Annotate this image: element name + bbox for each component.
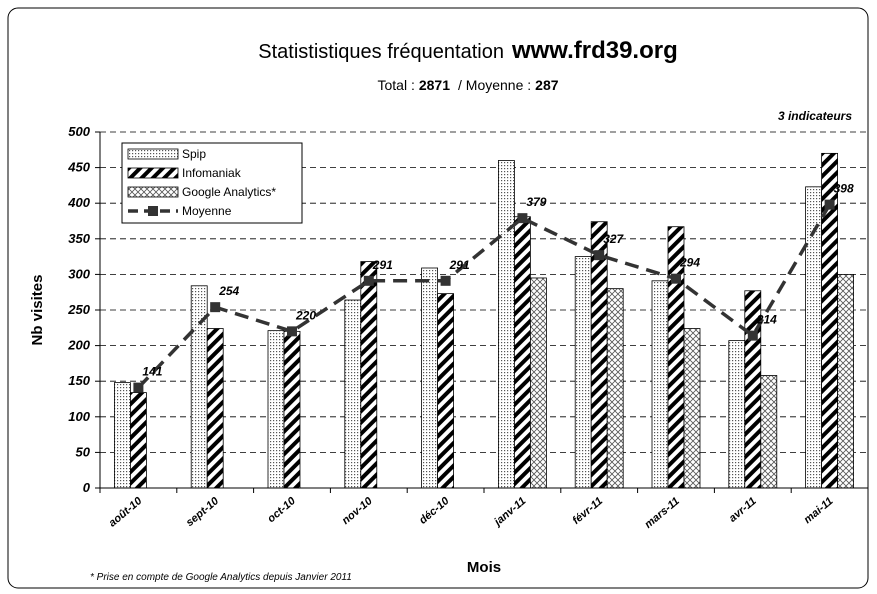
annotation: 3 indicateurs (778, 109, 852, 123)
legend-label: Moyenne (182, 204, 232, 218)
bar (590, 221, 608, 489)
bar (837, 273, 854, 489)
y-tick-label: 350 (68, 231, 90, 246)
title-text: Statististiques fréquentation (258, 41, 504, 63)
y-tick-label: 450 (67, 160, 90, 175)
chart-title: Statististiques fréquentation www.frd39.o… (258, 37, 678, 64)
subtitle-avg-label: / Moyenne : (458, 77, 531, 93)
data-label: 214 (756, 313, 777, 327)
data-label: 291 (449, 258, 470, 272)
bar (606, 288, 624, 489)
bar (728, 340, 746, 489)
y-tick-label: 150 (68, 373, 90, 388)
data-label: 220 (295, 308, 316, 322)
data-label: 291 (372, 258, 393, 272)
subtitle-avg: 287 (535, 77, 559, 93)
data-label: 327 (603, 232, 624, 246)
footnote: * Prise en compte de Google Analytics de… (90, 572, 352, 583)
data-label: 379 (526, 195, 546, 209)
data-label: 398 (834, 182, 854, 196)
marker (517, 213, 528, 224)
legend-swatch (127, 186, 179, 198)
marker (363, 275, 374, 286)
legend-swatch (148, 206, 158, 216)
bar (497, 160, 515, 489)
bar (437, 293, 455, 489)
legend-swatch (127, 148, 179, 160)
bar (530, 277, 547, 489)
marker (210, 302, 221, 313)
marker (747, 330, 758, 341)
y-tick-label: 400 (67, 195, 90, 210)
data-label: 254 (218, 284, 239, 298)
y-tick-label: 0 (83, 480, 91, 495)
y-tick-label: 200 (67, 338, 90, 353)
legend-swatch (127, 167, 179, 179)
bar (574, 256, 592, 489)
marker (594, 250, 605, 261)
bar (421, 267, 439, 489)
bar (283, 330, 301, 489)
line (137, 203, 832, 389)
y-tick-label: 100 (68, 409, 90, 424)
bar (344, 299, 362, 489)
legend-label: Spip (182, 147, 206, 161)
marker (133, 382, 144, 393)
title-site: www.frd39.org (511, 37, 678, 64)
subtitle: Total : 2871 / Moyenne :287 (377, 77, 558, 93)
bar (514, 216, 531, 489)
marker (824, 199, 835, 210)
subtitle-total: 2871 (419, 77, 450, 93)
bar (651, 280, 669, 489)
bar (129, 392, 147, 489)
bar (114, 382, 131, 489)
bar (360, 261, 378, 489)
y-tick-label: 250 (67, 302, 90, 317)
y-tick-label: 500 (68, 124, 90, 139)
data-label: 141 (142, 365, 162, 379)
bar (760, 375, 778, 489)
subtitle-total-label: Total : (377, 77, 414, 93)
bar (683, 328, 701, 489)
y-tick-label: 50 (76, 444, 91, 459)
bar (267, 330, 285, 489)
marker (287, 326, 297, 337)
data-label: 294 (679, 256, 700, 270)
legend-label: Infomaniak (182, 166, 242, 180)
x-axis-label: Mois (467, 559, 501, 576)
marker (671, 273, 681, 284)
legend-label: Google Analytics* (182, 185, 276, 199)
marker (440, 275, 451, 286)
y-axis-label: Nb visites (29, 275, 46, 346)
y-tick-label: 300 (68, 266, 90, 281)
bar (206, 328, 224, 489)
